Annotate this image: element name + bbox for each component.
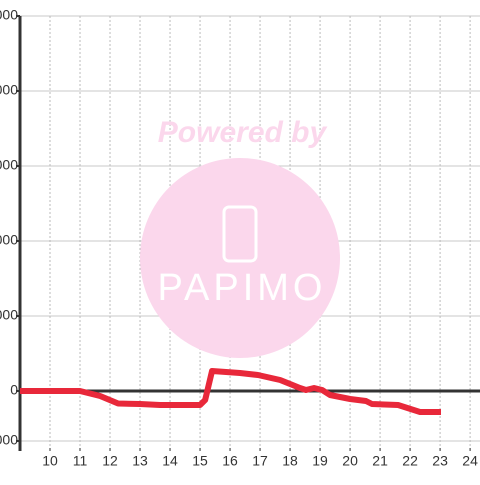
y-tick-label: -20,000 [0,432,18,448]
x-tick-label: 15 [192,453,208,469]
watermark-phone [222,205,258,263]
y-tick-label: 120,000 [0,82,18,98]
watermark-logo: PAPIMO [158,267,327,309]
x-tick-label: 23 [432,453,448,469]
x-tick-label: 16 [222,453,238,469]
x-tick-label: 21 [372,453,388,469]
y-tick-label: 0 [10,382,18,398]
x-tick-label: 24 [462,453,478,469]
data-line [20,368,441,415]
y-tick-label: 150,000 [0,7,18,23]
x-tick-label: 17 [252,453,268,469]
x-tick-label: 13 [132,453,148,469]
x-tick-label: 11 [73,453,88,469]
y-tick-label: 30,000 [0,307,18,323]
y-tick-label: 60,000 [0,232,18,248]
x-tick-label: 14 [162,453,178,469]
y-tick-label: 90,000 [0,157,18,173]
x-tick-label: 19 [312,453,328,469]
x-tick-label: 18 [282,453,298,469]
x-tick-label: 10 [42,453,58,469]
x-tick-label: 12 [102,453,118,469]
watermark-title: Powered by [158,116,328,149]
x-tick-label: 22 [402,453,418,469]
watermark-circle [140,158,340,358]
x-tick-label: 20 [342,453,358,469]
